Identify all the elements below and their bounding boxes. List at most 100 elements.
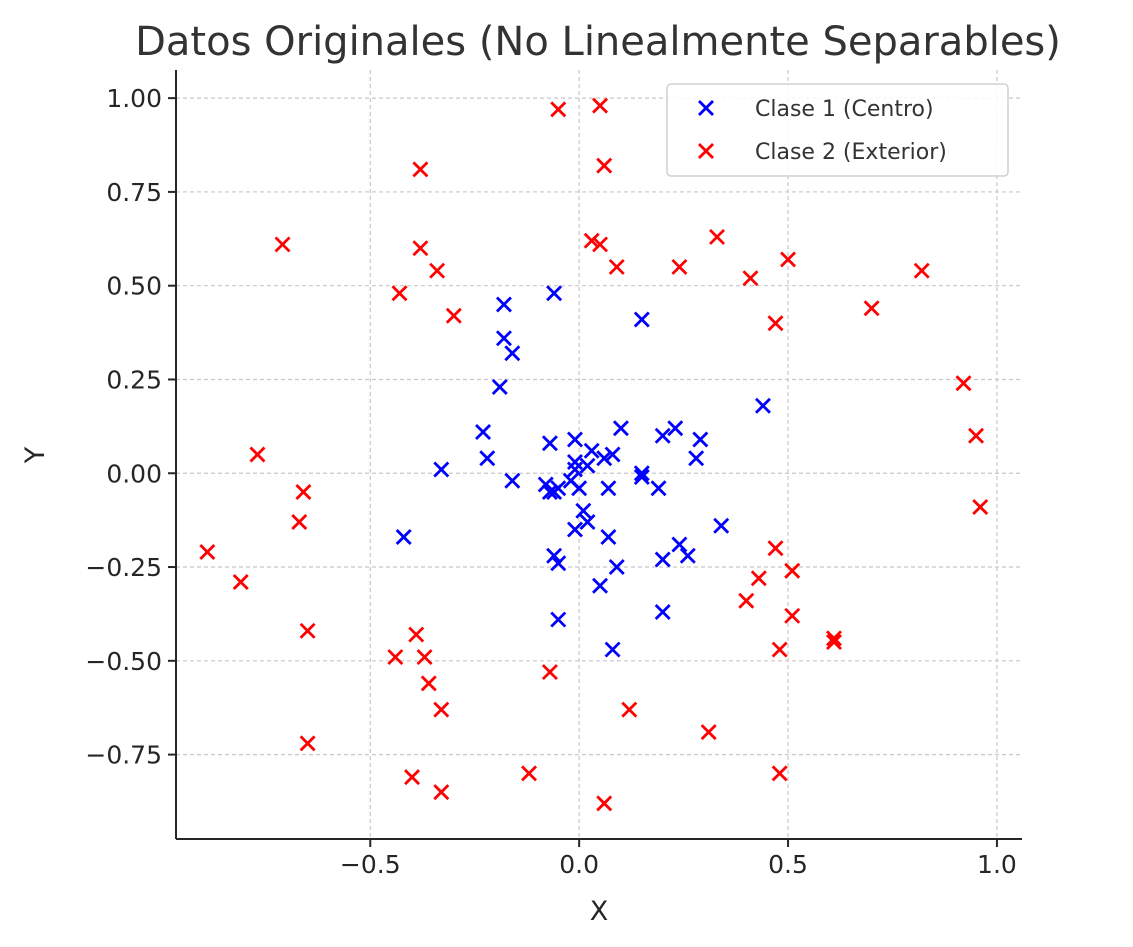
class-2-point <box>771 765 788 782</box>
class-2-point <box>416 649 433 666</box>
class-1-point <box>633 311 650 328</box>
class-1-point <box>395 529 412 546</box>
class-1-point <box>575 502 592 519</box>
class-1-point <box>633 465 650 482</box>
class-1-point <box>495 296 512 313</box>
class-2-point <box>767 540 784 557</box>
class-2-point <box>295 484 312 501</box>
class-2-point <box>391 285 408 302</box>
class-1-point <box>566 454 583 470</box>
x-tick-label: −0.5 <box>340 850 401 879</box>
class-2-point <box>249 446 266 463</box>
class-2-point <box>826 630 842 647</box>
class-1-point <box>495 330 512 347</box>
class-2-point <box>826 634 842 651</box>
x-axis-label: X <box>590 896 609 927</box>
class-2-point <box>738 592 755 609</box>
class-1-point <box>583 442 600 459</box>
class-2-point <box>541 664 558 681</box>
chart-title: Datos Originales (No Linealmente Separab… <box>135 19 1061 65</box>
class-2-point <box>780 251 797 268</box>
class-1-point <box>475 424 492 440</box>
legend-box <box>666 83 1009 177</box>
class-2-point <box>784 562 801 579</box>
class-2-point <box>232 574 249 591</box>
class-1-point <box>550 480 567 497</box>
class-1-point <box>546 547 563 564</box>
class-1-point <box>491 378 508 395</box>
legend-marker-class-2 <box>698 143 714 159</box>
class-1-point <box>579 457 596 474</box>
class-1-point <box>692 431 709 448</box>
class-2-point <box>596 157 613 174</box>
class-1-point <box>654 604 671 621</box>
class-1-point <box>608 559 625 576</box>
x-tick-label: 0.0 <box>559 850 599 879</box>
class-2-point <box>742 270 759 287</box>
y-tick-label: −0.75 <box>85 741 162 770</box>
axes <box>168 70 1022 847</box>
class-2-point <box>863 300 880 317</box>
grid-lines <box>176 70 1022 839</box>
class-2-point <box>274 236 291 253</box>
class-1-point <box>650 480 667 497</box>
class-1-point <box>671 536 688 553</box>
legend: Clase 1 (Centro) Clase 2 (Exterior) <box>666 83 1009 177</box>
class-1-point <box>654 551 671 568</box>
class-2-point <box>671 258 688 275</box>
class-1-point <box>633 469 650 485</box>
class-2-point <box>433 701 450 718</box>
legend-marker-class-1 <box>698 100 714 116</box>
class-1-point <box>592 577 609 594</box>
class-2-point <box>592 236 609 253</box>
class-2-point <box>968 427 985 444</box>
x-tick-label: 0.5 <box>768 850 808 879</box>
class-2-point <box>550 101 567 118</box>
class-1-point <box>612 420 629 437</box>
class-2-point <box>420 675 437 692</box>
class-1-point <box>667 420 684 437</box>
class-1-point <box>541 435 558 452</box>
class-2-point <box>767 315 784 332</box>
class-1-point <box>566 521 583 538</box>
y-tick-label: 0.00 <box>106 459 162 488</box>
class-1-point <box>754 397 771 414</box>
class-1-point <box>566 461 583 478</box>
class-1-point <box>688 450 705 467</box>
class-2-point <box>972 499 989 516</box>
class-2-point <box>771 641 788 658</box>
class-1-point <box>654 427 671 444</box>
class-2-point <box>412 161 429 178</box>
class-2-point <box>299 735 316 752</box>
data-points <box>199 97 989 812</box>
class-1-point <box>566 431 583 448</box>
y-tick-label: −0.50 <box>85 647 162 676</box>
class-1-point <box>479 450 496 467</box>
class-2-point <box>291 514 308 531</box>
class-2-point <box>412 240 429 257</box>
class-2-point <box>433 784 450 801</box>
class-1-point <box>579 514 596 531</box>
tick-labels: −0.5 0.0 0.5 1.0 1.00 0.75 0.50 0.25 0.00 −0.25 −0… <box>85 84 1016 879</box>
y-tick-label: 0.75 <box>106 178 162 207</box>
class-2-point <box>621 701 638 718</box>
class-2-point <box>445 307 462 324</box>
class-2-point <box>429 262 446 279</box>
class-2-point <box>709 228 726 245</box>
class-2-point <box>592 97 609 114</box>
class-2-point <box>299 622 316 639</box>
class-1-point <box>604 446 621 463</box>
class-1-point <box>546 285 563 302</box>
class-1-point <box>504 345 521 362</box>
legend-label-class-2: Clase 2 (Exterior) <box>755 140 947 165</box>
class-1-point <box>571 480 588 497</box>
class-2-point <box>700 724 717 741</box>
class-2-point <box>199 544 216 561</box>
class-1-point <box>433 461 450 478</box>
legend-label-class-1: Clase 1 (Centro) <box>755 97 934 122</box>
class-2-point <box>521 765 538 782</box>
x-tick-label: 1.0 <box>977 850 1017 879</box>
class-2-point <box>750 570 767 587</box>
class-2-point <box>608 258 625 275</box>
class-2-point <box>784 607 801 624</box>
